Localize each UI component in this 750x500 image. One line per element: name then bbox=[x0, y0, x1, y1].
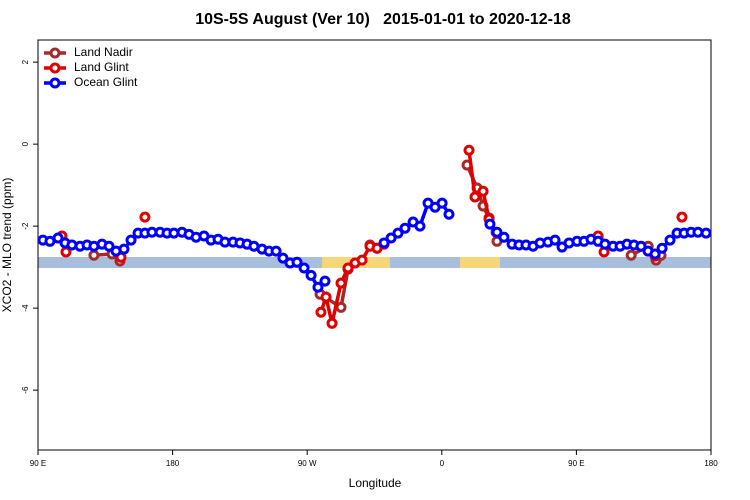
data-point bbox=[298, 262, 310, 274]
data-point bbox=[656, 242, 668, 254]
data-point bbox=[436, 197, 448, 209]
data-point bbox=[392, 227, 404, 239]
data-point bbox=[342, 262, 354, 274]
plot-frame bbox=[37, 39, 712, 451]
x-axis-label: Longitude bbox=[349, 476, 402, 490]
y-axis-label: XCO2 - MLO trend (ppm) bbox=[0, 178, 14, 313]
legend-label: Ocean Glint bbox=[74, 75, 138, 89]
data-point bbox=[385, 232, 397, 244]
data-point bbox=[319, 275, 331, 287]
data-point bbox=[477, 185, 489, 197]
x-tick-label: 180 bbox=[704, 459, 718, 468]
data-point bbox=[549, 234, 561, 246]
data-point bbox=[463, 144, 475, 156]
data-point bbox=[291, 256, 303, 268]
data-point bbox=[664, 234, 676, 246]
data-point bbox=[277, 252, 289, 264]
data-point bbox=[469, 191, 481, 203]
chart-title: 10S-5S August (Ver 10) 2015-01-01 to 202… bbox=[195, 11, 571, 28]
data-point bbox=[625, 249, 637, 261]
y-tick-label: 0 bbox=[21, 141, 30, 146]
legend-marker bbox=[49, 47, 61, 59]
legend-marker bbox=[49, 62, 61, 74]
legend-label: Land Nadir bbox=[74, 45, 133, 59]
data-point bbox=[491, 226, 503, 238]
y-tick-label: 2 bbox=[21, 59, 30, 64]
data-point bbox=[414, 220, 426, 232]
data-point bbox=[270, 245, 282, 257]
data-point bbox=[125, 234, 137, 246]
x-tick-label: 180 bbox=[166, 459, 180, 468]
data-point bbox=[118, 243, 130, 255]
data-point bbox=[312, 281, 324, 293]
x-tick-label: 90 E bbox=[30, 459, 46, 468]
data-point bbox=[443, 208, 455, 220]
legend-label: Land Glint bbox=[74, 60, 129, 74]
data-point bbox=[484, 218, 496, 230]
data-point bbox=[315, 306, 327, 318]
y-tick-label: -4 bbox=[21, 304, 30, 312]
data-point bbox=[335, 301, 347, 313]
data-point bbox=[399, 222, 411, 234]
data-point bbox=[52, 232, 64, 244]
data-point bbox=[378, 237, 390, 249]
legend-marker bbox=[49, 77, 61, 89]
x-tick-label: 90 E bbox=[568, 459, 584, 468]
map-strip bbox=[38, 257, 711, 268]
data-point bbox=[326, 317, 338, 329]
x-tick-label: 0 bbox=[440, 459, 445, 468]
data-point bbox=[88, 249, 100, 261]
data-point bbox=[356, 254, 368, 266]
data-point bbox=[103, 240, 115, 252]
series bbox=[37, 197, 712, 293]
data-point bbox=[320, 291, 332, 303]
data-point bbox=[676, 211, 688, 223]
data-point bbox=[335, 277, 347, 289]
data-point bbox=[700, 227, 712, 239]
land-strip bbox=[460, 257, 500, 268]
data-point bbox=[139, 211, 151, 223]
data-point bbox=[649, 248, 661, 260]
data-point bbox=[635, 240, 647, 252]
y-tick-label: -6 bbox=[21, 386, 30, 394]
y-tick-label: -2 bbox=[21, 222, 30, 230]
x-tick-label: 90 W bbox=[298, 459, 317, 468]
data-point bbox=[305, 269, 317, 281]
data-point bbox=[498, 231, 510, 243]
